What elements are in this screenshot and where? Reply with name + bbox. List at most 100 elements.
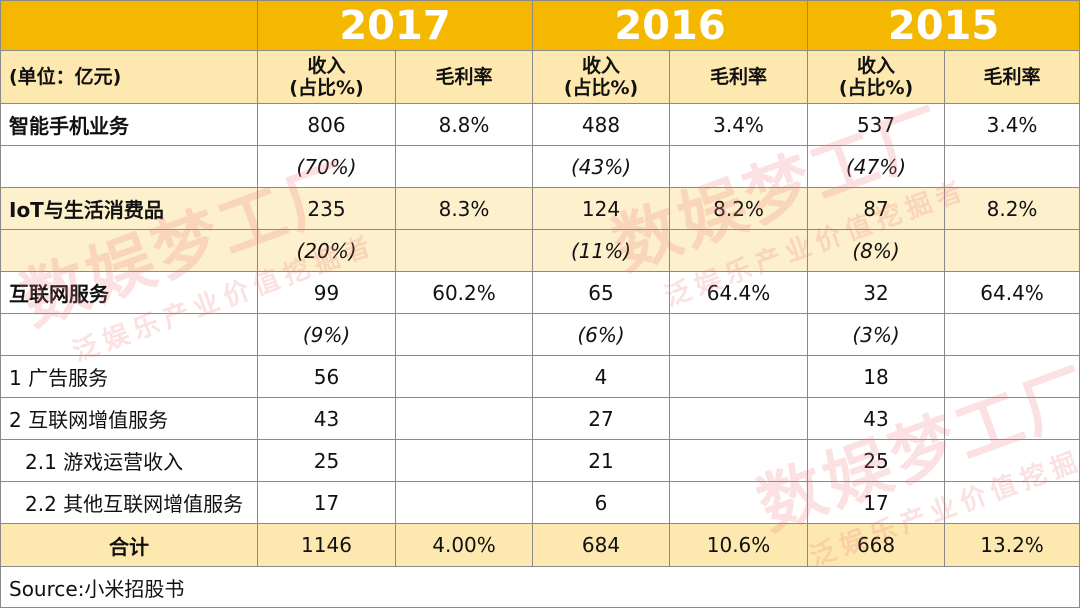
- cell: [944, 439, 1080, 482]
- column-header-row: (单位：亿元) 收入 (占比%) 毛利率 收入 (占比%) 毛利率 收入 (占比%) …: [0, 50, 1080, 104]
- total-cell: 1146: [257, 523, 396, 567]
- share-cell: (8%): [807, 229, 946, 272]
- cell: 64.4%: [669, 271, 809, 314]
- cell: [394, 481, 534, 524]
- total-label: 合计: [0, 523, 258, 567]
- cell: 124: [532, 187, 671, 230]
- revenue-header-line2: (占比%): [289, 77, 364, 99]
- corner-cell: [0, 0, 258, 51]
- cell: [669, 229, 809, 272]
- table-row: (9%) (6%) (3%): [0, 313, 1080, 356]
- cell: [669, 355, 809, 398]
- cell: 8.3%: [394, 187, 534, 230]
- total-cell: 684: [532, 523, 671, 567]
- table-row: 互联网服务 99 60.2% 65 64.4% 32 64.4%: [0, 271, 1080, 314]
- share-cell: (20%): [257, 229, 396, 272]
- table-row: IoT与生活消费品 235 8.3% 124 8.2% 87 8.2%: [0, 187, 1080, 230]
- cell: [394, 397, 534, 440]
- year-header-row: 2017 2016 2015: [0, 0, 1080, 51]
- cell: 8.2%: [669, 187, 809, 230]
- cell: 806: [257, 103, 396, 146]
- share-cell: (3%): [807, 313, 946, 356]
- revenue-header-line2: (占比%): [563, 77, 639, 99]
- year-header-2015: 2015: [807, 0, 1080, 51]
- cell: 87: [807, 187, 946, 230]
- total-row: 合计 1146 4.00% 684 10.6% 668 13.2%: [0, 523, 1080, 567]
- row-label: [0, 145, 258, 188]
- cell: [944, 313, 1080, 356]
- cell: 6: [532, 481, 671, 524]
- total-cell: 10.6%: [669, 523, 809, 567]
- total-cell: 4.00%: [394, 523, 534, 567]
- cell: 25: [257, 439, 396, 482]
- revenue-header: 收入 (占比%): [532, 50, 671, 104]
- year-header-2017: 2017: [256, 0, 534, 51]
- revenue-header-line1: 收入: [307, 55, 346, 77]
- cell: 488: [532, 103, 671, 146]
- cell: 27: [532, 397, 671, 440]
- cell: 17: [257, 481, 396, 524]
- cell: [394, 355, 534, 398]
- cell: [944, 397, 1080, 440]
- cell: 3.4%: [669, 103, 809, 146]
- revenue-header-line1: 收入: [857, 55, 896, 77]
- margin-header: 毛利率: [944, 50, 1080, 104]
- table-row: 1 广告服务 56 4 18: [0, 355, 1080, 398]
- cell: 8.8%: [394, 103, 534, 146]
- row-label: [0, 229, 258, 272]
- year-header-2016: 2016: [532, 0, 809, 51]
- row-label: 2 互联网增值服务: [0, 397, 258, 440]
- cell: 18: [807, 355, 946, 398]
- cell: [944, 481, 1080, 524]
- cell: [669, 145, 809, 188]
- margin-header: 毛利率: [394, 50, 534, 104]
- table-row: 2 互联网增值服务 43 27 43: [0, 397, 1080, 440]
- share-cell: (47%): [807, 145, 946, 188]
- row-label: 智能手机业务: [0, 103, 258, 146]
- cell: [394, 313, 534, 356]
- cell: 235: [257, 187, 396, 230]
- source-note: Source:小米招股书: [0, 566, 1080, 608]
- cell: 65: [532, 271, 671, 314]
- cell: 21: [532, 439, 671, 482]
- table-row: (20%) (11%) (8%): [0, 229, 1080, 272]
- row-label: 互联网服务: [0, 271, 258, 314]
- share-cell: (6%): [532, 313, 671, 356]
- cell: [669, 439, 809, 482]
- revenue-header: 收入 (占比%): [807, 50, 946, 104]
- table-row: 2.1 游戏运营收入 25 21 25: [0, 439, 1080, 482]
- share-cell: (9%): [257, 313, 396, 356]
- cell: 64.4%: [944, 271, 1080, 314]
- cell: 3.4%: [944, 103, 1080, 146]
- row-label: 2.2 其他互联网增值服务: [0, 481, 258, 524]
- total-cell: 13.2%: [944, 523, 1080, 567]
- revenue-header-line1: 收入: [582, 55, 621, 77]
- cell: [669, 313, 809, 356]
- share-cell: (70%): [257, 145, 396, 188]
- cell: 56: [257, 355, 396, 398]
- source-row: Source:小米招股书: [0, 566, 1080, 608]
- cell: [944, 355, 1080, 398]
- cell: 17: [807, 481, 946, 524]
- cell: 4: [532, 355, 671, 398]
- revenue-header: 收入 (占比%): [257, 50, 396, 104]
- cell: [394, 145, 534, 188]
- cell: [944, 145, 1080, 188]
- row-label: [0, 313, 258, 356]
- cell: [394, 439, 534, 482]
- cell: [394, 229, 534, 272]
- unit-label: (单位：亿元): [0, 50, 258, 104]
- row-label: 1 广告服务: [0, 355, 258, 398]
- revenue-header-line2: (占比%): [838, 77, 914, 99]
- table-row: 智能手机业务 806 8.8% 488 3.4% 537 3.4%: [0, 103, 1080, 146]
- table-row: 2.2 其他互联网增值服务 17 6 17: [0, 481, 1080, 524]
- cell: 537: [807, 103, 946, 146]
- total-cell: 668: [807, 523, 946, 567]
- row-label: 2.1 游戏运营收入: [0, 439, 258, 482]
- table-row: (70%) (43%) (47%): [0, 145, 1080, 188]
- cell: 25: [807, 439, 946, 482]
- cell: 60.2%: [394, 271, 534, 314]
- row-label: IoT与生活消费品: [0, 187, 258, 230]
- cell: [669, 397, 809, 440]
